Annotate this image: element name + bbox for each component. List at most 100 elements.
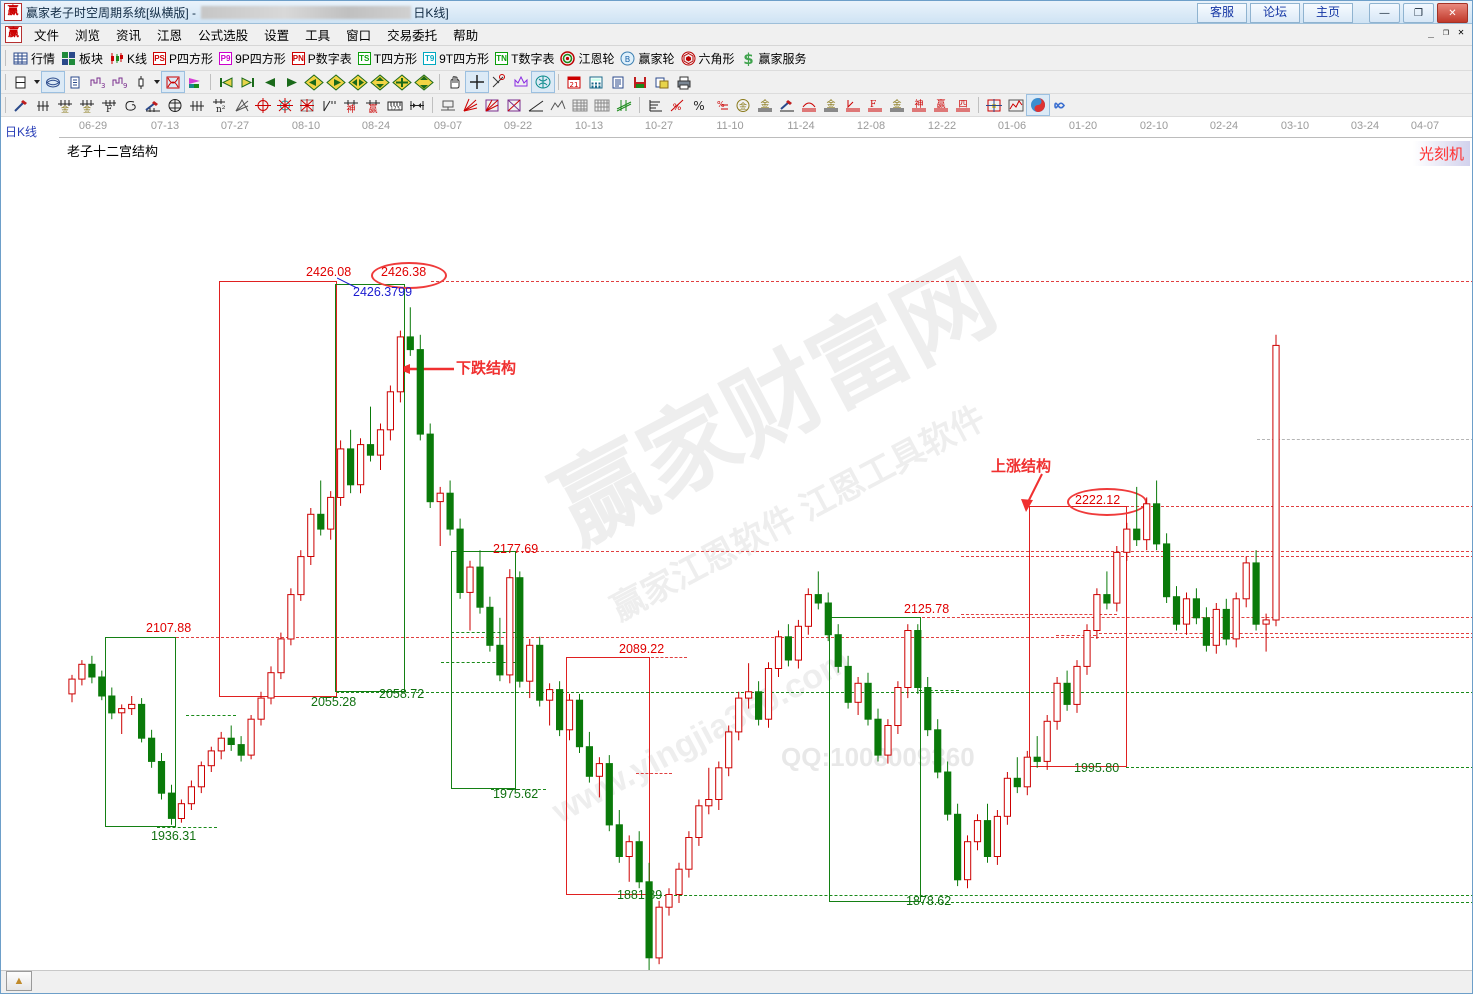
bar3-icon[interactable]: 3 [86, 72, 108, 92]
circle-ball-icon[interactable] [164, 95, 186, 115]
menu-formula-stock-pick[interactable]: 公式选股 [198, 29, 249, 43]
infinity-icon[interactable] [1049, 95, 1071, 115]
ruler-icon[interactable]: 123 [384, 95, 406, 115]
titlebar-link-support[interactable]: 客服 [1197, 3, 1247, 23]
f-line-icon[interactable]: F [864, 95, 886, 115]
channel-icon[interactable] [437, 95, 459, 115]
titlebar-link-forum[interactable]: 论坛 [1250, 3, 1300, 23]
slope-icon[interactable] [613, 95, 635, 115]
menu-tools[interactable]: 工具 [305, 29, 331, 43]
gold2-icon[interactable]: 金 [820, 95, 842, 115]
diamond-right-icon[interactable] [325, 72, 347, 92]
l-line-icon[interactable] [842, 95, 864, 115]
grid-yellow-icon[interactable] [983, 95, 1005, 115]
bar9-icon[interactable]: 9 [108, 72, 130, 92]
pct-line-icon[interactable]: % [666, 95, 688, 115]
menu-file[interactable]: 文件 [34, 29, 60, 43]
net-icon[interactable] [41, 71, 65, 93]
triangle-tool-icon[interactable]: ▲ [6, 971, 32, 991]
crosshair-icon[interactable] [465, 71, 489, 93]
colorbar-icon[interactable] [184, 72, 206, 92]
target-icon[interactable] [252, 95, 274, 115]
toolbar-winner-wheel[interactable]: B 赢家轮 [617, 48, 677, 68]
toolbar-t-square[interactable]: TS T四方形 [355, 48, 420, 68]
diamond-cross-icon[interactable] [391, 72, 413, 92]
diamond-ud-icon[interactable] [369, 72, 391, 92]
fan-f-icon[interactable]: F [98, 95, 120, 115]
chart-line-icon[interactable] [1005, 95, 1027, 115]
ladder-icon[interactable] [644, 95, 666, 115]
shen-line-icon[interactable]: 神 [908, 95, 930, 115]
toolbar-t-numtable[interactable]: TN T数字表 [492, 48, 557, 68]
gold-line-icon[interactable]: 金 [754, 95, 776, 115]
comb-icon[interactable] [186, 95, 208, 115]
chart-area[interactable]: 日K线 06-29 07-13 07-27 08-10 08-24 09-07 … [1, 117, 1472, 971]
hand-icon[interactable] [444, 72, 466, 92]
diamond-expand-icon[interactable] [413, 72, 435, 92]
gold3-icon[interactable]: 金 [886, 95, 908, 115]
fork-icon[interactable] [32, 95, 54, 115]
save-icon[interactable] [629, 72, 651, 92]
dropdown-arrow-icon[interactable] [32, 72, 42, 92]
first-icon[interactable] [215, 72, 237, 92]
pattern-icon[interactable] [161, 71, 185, 93]
pen-line-icon[interactable] [776, 95, 798, 115]
fan-a-icon[interactable] [230, 95, 252, 115]
menu-window[interactable]: 窗口 [346, 29, 372, 43]
gann-gold2-icon[interactable]: 金 [76, 95, 98, 115]
ying-line-icon[interactable]: 赢 [930, 95, 952, 115]
fan-red-icon[interactable] [459, 95, 481, 115]
maximize-button[interactable]: ❐ [1403, 3, 1434, 23]
arc-red-icon[interactable] [798, 95, 820, 115]
prev-icon[interactable] [259, 72, 281, 92]
next-icon[interactable] [281, 72, 303, 92]
candle-icon[interactable] [130, 72, 152, 92]
si-line-icon[interactable]: 四 [952, 95, 974, 115]
toolbar-kline[interactable]: K线 [106, 48, 150, 68]
copy-icon[interactable] [651, 72, 673, 92]
toolbar-p-numtable[interactable]: PN P数字表 [289, 48, 355, 68]
ying-icon[interactable]: 赢 [362, 95, 384, 115]
calculator-icon[interactable] [585, 72, 607, 92]
doc-icon[interactable] [64, 72, 86, 92]
toolbar-winner-service[interactable]: $ 赢家服务 [738, 48, 810, 68]
measure-icon[interactable] [406, 95, 428, 115]
vh-icon[interactable] [318, 95, 340, 115]
mdi-minimize-button[interactable]: _ [1427, 27, 1435, 38]
menu-gann[interactable]: 江恩 [157, 29, 183, 43]
n2-icon[interactable]: n² [208, 95, 230, 115]
taiji-icon[interactable] [1026, 94, 1050, 116]
target-grid-icon[interactable] [296, 95, 318, 115]
pen2-icon[interactable] [142, 95, 164, 115]
mdi-restore-button[interactable]: ❐ [1442, 27, 1450, 38]
spiral-icon[interactable] [120, 95, 142, 115]
toolbar-sectors[interactable]: 板块 [58, 48, 106, 68]
menu-news[interactable]: 资讯 [116, 29, 142, 43]
grid2-icon[interactable] [591, 95, 613, 115]
fan-box-icon[interactable] [481, 95, 503, 115]
minimize-button[interactable]: — [1369, 3, 1400, 23]
calendar-icon[interactable]: 21 [563, 72, 585, 92]
close-button[interactable]: ✕ [1437, 3, 1468, 23]
print-icon[interactable] [673, 72, 695, 92]
zigzag-icon[interactable] [547, 95, 569, 115]
crown-icon[interactable] [510, 72, 532, 92]
last-icon[interactable] [237, 72, 259, 92]
diamond-left-icon[interactable] [303, 72, 325, 92]
grid1-icon[interactable] [569, 95, 591, 115]
menu-browse[interactable]: 浏览 [75, 29, 101, 43]
dropdown-arrow2-icon[interactable] [152, 72, 162, 92]
toolbar-p-square[interactable]: PS P四方形 [150, 48, 216, 68]
brain-icon[interactable] [531, 71, 555, 93]
calendar-day-icon[interactable] [10, 72, 32, 92]
toolbar-9t-square[interactable]: T9 9T四方形 [420, 48, 492, 68]
gann-gold-icon[interactable]: 金 [54, 95, 76, 115]
toolbar-9p-square[interactable]: P9 9P四方形 [216, 48, 289, 68]
pct-eq-icon[interactable]: % [710, 95, 732, 115]
toolbar-hexagon[interactable]: 六角形 [678, 48, 738, 68]
mdi-close-button[interactable]: ✕ [1457, 27, 1465, 38]
menu-settings[interactable]: 设置 [264, 29, 290, 43]
toolbar-gann-wheel[interactable]: 江恩轮 [557, 48, 617, 68]
scissors-icon[interactable] [488, 72, 510, 92]
box-cross-icon[interactable] [503, 95, 525, 115]
